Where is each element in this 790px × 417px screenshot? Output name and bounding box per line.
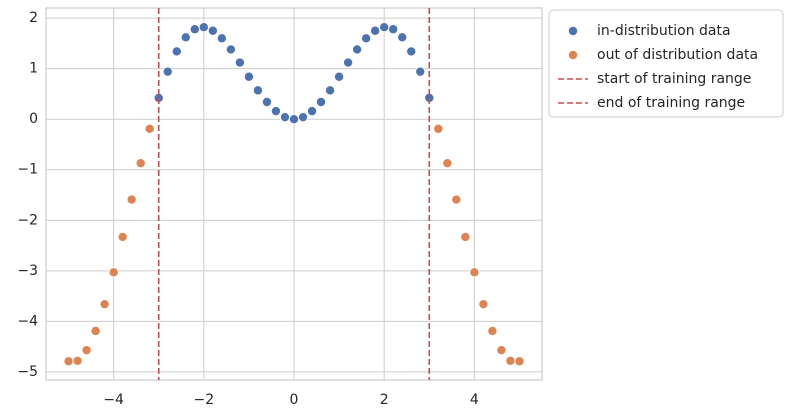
point	[144, 123, 155, 134]
point	[469, 267, 480, 278]
point	[334, 71, 345, 82]
legend-box	[548, 9, 784, 118]
point	[325, 85, 336, 96]
point	[261, 97, 272, 108]
point	[162, 66, 173, 77]
y-tick-label: −3	[17, 263, 38, 279]
legend-label: start of training range	[597, 71, 751, 87]
point	[81, 345, 92, 356]
point	[180, 32, 191, 43]
point	[343, 57, 354, 68]
y-tick-label: −2	[17, 212, 38, 228]
y-tick-label: −5	[17, 364, 38, 380]
point	[99, 299, 110, 310]
point	[352, 44, 363, 55]
legend-label: end of training range	[597, 95, 745, 111]
point	[514, 356, 525, 367]
point	[63, 356, 74, 367]
y-tick-label: 2	[29, 10, 38, 26]
x-tick-label: −2	[193, 392, 214, 408]
legend-marker	[568, 50, 579, 61]
y-tick-label: 0	[29, 111, 38, 127]
point	[252, 85, 263, 96]
legend-marker	[568, 25, 579, 36]
point	[207, 25, 218, 36]
point	[198, 22, 209, 33]
point	[433, 123, 444, 134]
point	[117, 231, 128, 242]
point	[370, 25, 381, 36]
point	[135, 158, 146, 169]
point	[72, 355, 83, 366]
point	[171, 46, 182, 57]
point	[108, 267, 119, 278]
legend-label: in-distribution data	[597, 23, 731, 39]
point	[234, 57, 245, 68]
y-tick-label: −4	[17, 313, 38, 329]
point	[415, 66, 426, 77]
point	[388, 24, 399, 35]
point	[298, 112, 309, 123]
point	[270, 106, 281, 117]
point	[451, 194, 462, 205]
point	[460, 231, 471, 242]
point	[496, 345, 507, 356]
point	[279, 112, 290, 123]
x-tick-label: 4	[470, 392, 479, 408]
plot-frame	[45, 7, 543, 381]
point	[487, 325, 498, 336]
point	[243, 71, 254, 82]
point	[478, 299, 489, 310]
point	[505, 355, 516, 366]
y-tick-label: 1	[29, 61, 38, 77]
point	[216, 33, 227, 44]
point	[225, 44, 236, 55]
point	[406, 46, 417, 57]
point	[397, 32, 408, 43]
x-tick-label: 2	[380, 392, 389, 408]
point	[288, 114, 299, 125]
point	[189, 24, 200, 35]
x-tick-label: 0	[290, 392, 299, 408]
point	[379, 22, 390, 33]
point	[126, 194, 137, 205]
point	[90, 325, 101, 336]
point	[316, 97, 327, 108]
point	[307, 106, 318, 117]
y-tick-label: −1	[17, 162, 38, 178]
x-tick-label: −4	[103, 392, 124, 408]
point	[361, 33, 372, 44]
point	[442, 158, 453, 169]
legend-label: out of distribution data	[597, 47, 758, 63]
